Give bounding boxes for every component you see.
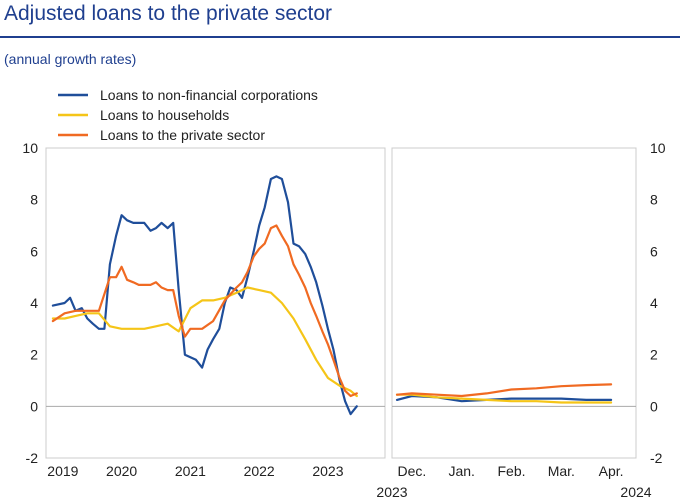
x-tick-label: Feb. [498,463,526,479]
series-line-households-panel1 [51,286,358,398]
series-line-private-panel2 [395,383,613,398]
title-rule [0,36,680,38]
chart-title: Adjusted loans to the private sector [4,2,333,25]
x-tick-label: 2021 [175,463,206,479]
x-tick-label: Apr. [599,463,624,479]
y-tick-right: 10 [650,140,666,156]
x-tick-label: 2020 [106,463,137,479]
y-tick-left: 6 [30,243,38,259]
y-tick-right: 0 [650,398,658,414]
year-label: 2023 [376,484,407,500]
x-tick-label: Jan. [448,463,474,479]
y-tick-left: 4 [30,295,38,311]
y-tick-left: 8 [30,192,38,208]
plot-frame-1 [45,147,386,459]
y-tick-left: 2 [30,347,38,363]
y-tick-right: 2 [650,347,658,363]
series-line-nfc-panel1 [51,175,358,416]
legend-label: Loans to the private sector [100,127,265,143]
legend-label: Loans to non-financial corporations [100,87,318,103]
year-label: 2024 [620,484,651,500]
series-line-private-panel1 [51,224,358,398]
x-tick-label: 2022 [244,463,275,479]
chart-subtitle: (annual growth rates) [4,51,137,67]
y-tick-right: 4 [650,295,658,311]
y-tick-left: 10 [22,140,38,156]
y-tick-left: 0 [30,398,38,414]
x-tick-label: 2019 [47,463,78,479]
series-line-households-panel2 [395,393,613,404]
plot-frame-2 [391,147,637,459]
y-tick-right: -2 [650,450,663,466]
legend-label: Loans to households [100,107,229,123]
x-tick-label: Mar. [548,463,575,479]
x-tick-label: 2023 [312,463,343,479]
x-tick-label: Dec. [398,463,427,479]
y-tick-right: 8 [650,192,658,208]
y-tick-right: 6 [650,243,658,259]
y-tick-left: -2 [26,450,39,466]
